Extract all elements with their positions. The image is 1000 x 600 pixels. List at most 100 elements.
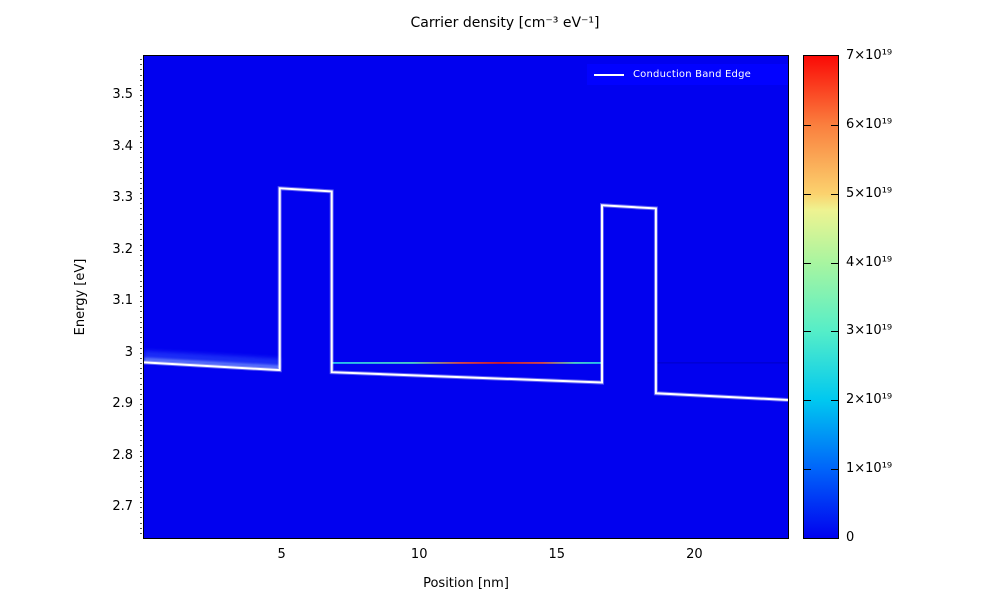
- y-minor-tick: [140, 213, 142, 215]
- colorbar-tick-label: 2×10¹⁹: [846, 392, 893, 408]
- y-minor-tick: [140, 532, 142, 534]
- y-minor-tick: [140, 244, 142, 246]
- y-minor-tick: [140, 208, 142, 210]
- y-minor-tick: [140, 177, 142, 179]
- y-minor-tick: [140, 141, 142, 143]
- y-minor-tick: [140, 203, 142, 205]
- heatmap-plot-area: Conduction Band Edge: [143, 55, 789, 539]
- colorbar-tick-label: 1×10¹⁹: [846, 461, 893, 477]
- y-minor-tick: [140, 131, 142, 133]
- y-minor-tick: [140, 64, 142, 66]
- x-tick-label: 10: [410, 547, 428, 562]
- y-tick-label: 3.2: [112, 241, 133, 257]
- y-minor-tick: [140, 409, 142, 411]
- y-minor-tick: [140, 347, 142, 349]
- y-tick-label: 2.7: [112, 499, 133, 515]
- y-minor-tick: [140, 316, 142, 318]
- y-minor-tick: [140, 193, 142, 194]
- colorbar-tick-label: 5×10¹⁹: [846, 185, 893, 201]
- y-minor-tick: [140, 156, 142, 158]
- y-minor-tick: [140, 229, 142, 230]
- y-minor-tick: [140, 120, 142, 122]
- y-minor-tick: [140, 100, 142, 102]
- y-minor-tick: [140, 517, 142, 519]
- y-minor-tick: [140, 481, 142, 483]
- colorbar-tick: [831, 194, 838, 195]
- colorbar-tick: [831, 400, 838, 401]
- y-minor-tick: [140, 326, 142, 328]
- colorbar-tick-label: 7×10¹⁹: [846, 48, 893, 63]
- y-minor-tick: [140, 223, 142, 225]
- y-minor-tick: [140, 69, 142, 71]
- y-minor-tick: [140, 167, 142, 169]
- y-minor-tick: [140, 290, 142, 292]
- y-minor-tick: [140, 59, 142, 61]
- y-minor-tick: [140, 280, 142, 282]
- y-tick-label: 2.9: [112, 396, 133, 412]
- y-minor-tick: [140, 522, 142, 524]
- y-minor-tick: [140, 198, 142, 200]
- x-tick-label: 20: [686, 547, 703, 562]
- y-minor-tick: [140, 321, 142, 323]
- y-minor-tick: [140, 239, 142, 241]
- y-tick-label: 3.3: [112, 190, 133, 206]
- y-tick-label: 3: [124, 344, 133, 360]
- colorbar-tick-label: 6×10¹⁹: [846, 116, 893, 132]
- y-minor-tick: [140, 162, 142, 164]
- colorbar-tick: [804, 194, 811, 195]
- y-tick-label: 2.8: [112, 447, 133, 463]
- y-minor-tick: [140, 306, 142, 308]
- y-minor-tick: [140, 414, 142, 416]
- y-minor-tick: [140, 440, 142, 442]
- y-minor-tick: [140, 110, 142, 112]
- y-minor-tick: [140, 254, 142, 256]
- legend: Conduction Band Edge: [587, 64, 788, 85]
- y-minor-tick: [140, 450, 142, 452]
- y-minor-tick: [140, 342, 142, 344]
- y-minor-tick: [140, 352, 142, 354]
- colorbar-tick-label: 3×10¹⁹: [846, 323, 893, 339]
- legend-label: Conduction Band Edge: [633, 69, 751, 80]
- colorbar: [803, 55, 839, 539]
- y-minor-tick: [140, 115, 142, 117]
- y-minor-tick: [140, 270, 142, 272]
- x-axis-label: Position [nm]: [423, 576, 509, 591]
- x-tick-label: 5: [277, 547, 286, 562]
- heatmap-canvas: [144, 186, 788, 402]
- y-minor-tick: [140, 337, 142, 339]
- y-tick-label: 3.5: [112, 87, 133, 103]
- y-minor-tick: [140, 465, 142, 467]
- y-minor-tick: [140, 275, 142, 277]
- y-minor-tick: [140, 502, 142, 503]
- colorbar-tick: [804, 469, 811, 470]
- y-minor-tick: [140, 301, 142, 303]
- y-minor-tick: [140, 187, 142, 189]
- y-minor-tick: [140, 74, 142, 76]
- chart-title: Carrier density [cm⁻³ eV⁻¹]: [410, 15, 600, 31]
- y-minor-tick: [140, 285, 142, 287]
- y-minor-tick: [140, 429, 142, 431]
- colorbar-tick: [804, 263, 811, 264]
- y-minor-tick: [140, 373, 142, 375]
- y-minor-tick: [140, 424, 142, 426]
- y-minor-tick: [140, 476, 142, 478]
- colorbar-tick: [804, 331, 811, 332]
- y-minor-tick: [140, 136, 142, 138]
- y-minor-tick: [140, 399, 142, 400]
- y-minor-tick: [140, 218, 142, 220]
- legend-line-sample: [594, 73, 624, 76]
- colorbar-tick: [831, 125, 838, 126]
- y-minor-tick: [140, 435, 142, 436]
- y-minor-tick: [140, 455, 142, 457]
- y-minor-tick: [140, 95, 142, 97]
- y-minor-tick: [140, 311, 142, 313]
- y-minor-tick: [140, 368, 142, 370]
- y-minor-tick: [140, 172, 142, 174]
- y-minor-tick: [140, 265, 142, 267]
- contact-density-glow-inner: [144, 357, 280, 370]
- colorbar-tick: [831, 469, 838, 470]
- y-minor-tick: [140, 383, 142, 385]
- y-minor-tick: [140, 234, 142, 236]
- y-minor-tick: [140, 249, 142, 251]
- y-minor-tick: [140, 259, 142, 261]
